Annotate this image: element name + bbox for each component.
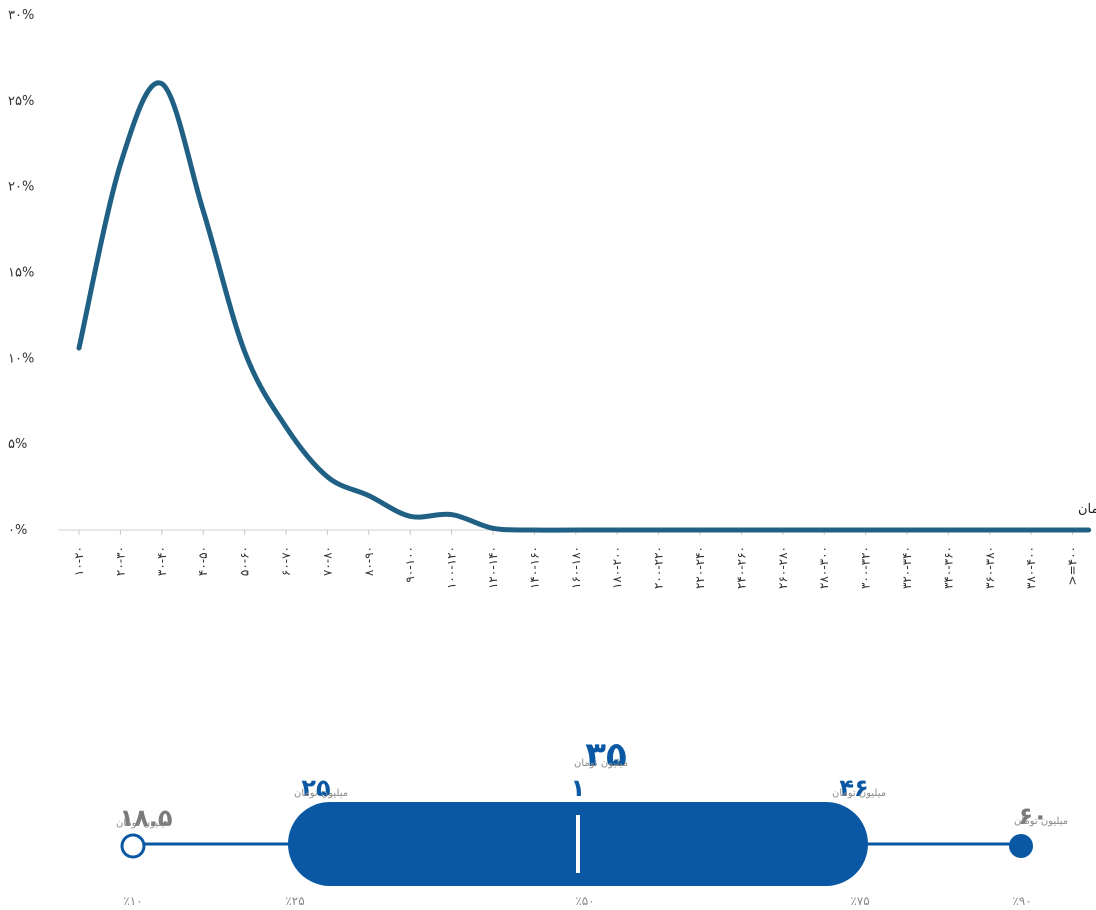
y-tick-label: ۵% <box>8 437 27 452</box>
x-tick-label: ۳۴۰-۳۶۰ <box>941 546 955 589</box>
x-tick-label: ۱۶۰-۱۸۰ <box>569 546 583 589</box>
x-tick-label: >=۴۰۰ <box>1066 546 1080 585</box>
median-unit: میلیون تومان <box>574 758 628 769</box>
y-tick-label: ۳۰% <box>8 8 34 23</box>
x-tick-label: ۳۲۰-۳۴۰ <box>900 546 914 589</box>
x-tick-label: ۴۰-۵۰ <box>196 546 210 576</box>
p75-value: ۴۶ <box>839 774 868 802</box>
series-label: بازه حقوق به میلیون تومان <box>1078 502 1096 517</box>
x-tick-label: ۲۲۰-۲۴۰ <box>693 546 707 589</box>
x-tick-label: ۳۸۰-۴۰۰ <box>1024 546 1038 589</box>
series-line <box>76 80 1092 533</box>
y-tick-label: ۲۰% <box>8 180 34 195</box>
p90-unit: میلیون تومان <box>1014 816 1068 827</box>
p90-percentile-label: ٪۹۰ <box>1012 894 1031 908</box>
x-tick-label: ۲۰۰-۲۲۰ <box>652 546 666 589</box>
x-tick-label: ۲۸۰-۳۰۰ <box>817 546 831 589</box>
p90-marker <box>1009 834 1033 858</box>
x-tick-label: ۱۰۰-۱۲۰ <box>445 546 459 589</box>
x-tick-label: ۶۰-۷۰ <box>279 546 293 576</box>
x-tick-label: ۱۰-۲۰ <box>72 546 86 576</box>
percentile-boxplot: ۱۸.۵ میلیون تومان ۲۵ میلیون تومان ۳۵ میل… <box>116 735 1068 908</box>
median-marker-label: ۱ <box>571 774 586 802</box>
x-tick-label: ۱۴۰-۱۶۰ <box>527 546 541 589</box>
p75-percentile-label: ٪۷۵ <box>850 894 869 908</box>
p25-unit: میلیون تومان <box>294 788 348 799</box>
y-tick-label: ۱۰% <box>8 351 34 366</box>
p10-unit: میلیون تومان <box>116 818 170 829</box>
p90-value: ۶۰ <box>1018 802 1047 830</box>
p25-percentile-label: ٪۲۵ <box>285 894 304 908</box>
median-value: ۳۵ <box>585 735 627 775</box>
x-tick-label: ۲۴۰-۲۶۰ <box>734 546 748 589</box>
x-tick-label: ۹۰-۱۰۰ <box>403 546 417 583</box>
p10-percentile-label: ٪۱۰ <box>123 894 142 908</box>
y-tick-label: ۱۵% <box>8 266 34 281</box>
y-tick-label: ۰% <box>8 523 27 538</box>
p50-percentile-label: ٪۵۰ <box>575 894 594 908</box>
x-tick-label: ۵۰-۶۰ <box>238 546 252 576</box>
x-tick-label: ۳۶۰-۳۸۰ <box>983 546 997 589</box>
p25-value: ۲۵ <box>301 774 330 802</box>
x-tick-label: ۱۸۰-۲۰۰ <box>610 546 624 589</box>
y-tick-label: ۲۵% <box>8 94 34 109</box>
x-tick-label: ۷۰-۸۰ <box>320 546 334 576</box>
p10-marker <box>120 833 146 859</box>
x-tick-label: ۸۰-۹۰ <box>362 546 376 576</box>
y-axis-ticks: ۰% ۵% ۱۰% ۱۵% ۲۰% ۲۵% ۳۰% <box>8 8 34 538</box>
x-axis-ticks: ۱۰-۲۰ ۲۰-۳۰ ۳۰-۴۰ ۴۰-۵۰ ۵۰-۶۰ ۶۰-۷۰ ۷۰-۸۰ ۸۰-۹۰… <box>72 530 1080 589</box>
x-tick-label: ۱۲۰-۱۴۰ <box>486 546 500 589</box>
x-tick-label: ۳۰-۴۰ <box>155 546 169 576</box>
x-tick-label: ۳۰۰-۳۲۰ <box>859 546 873 589</box>
x-tick-label: ۲۰-۳۰ <box>113 546 127 576</box>
p75-unit: میلیون تومان <box>832 788 886 799</box>
x-tick-label: ۲۶۰-۲۸۰ <box>776 546 790 589</box>
p10-value: ۱۸.۵ <box>119 804 172 832</box>
